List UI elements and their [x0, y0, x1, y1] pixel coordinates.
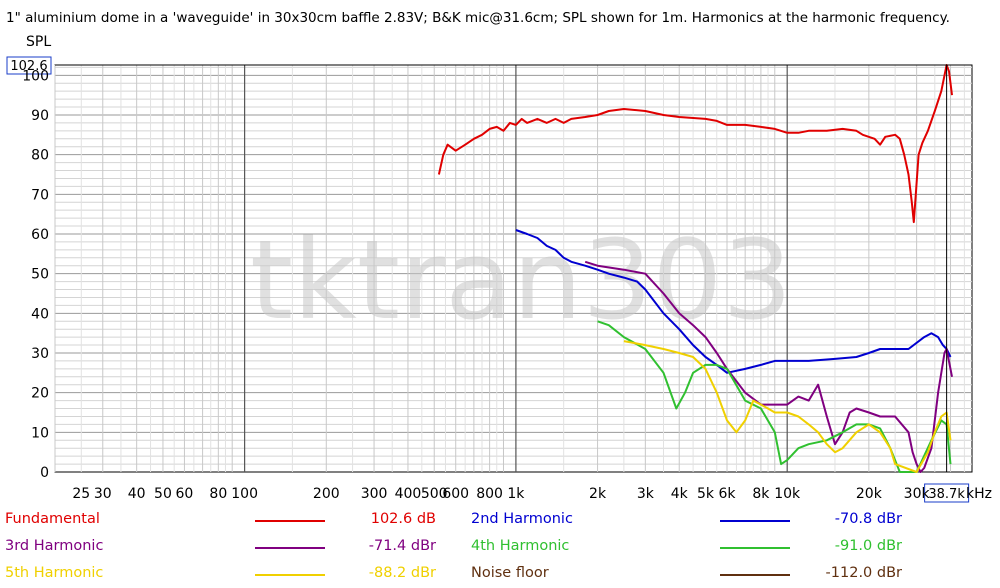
x-tick-label: 30k [904, 486, 931, 502]
y-axis-label: SPL [26, 34, 51, 50]
y-tick-label: 100 [22, 68, 49, 84]
legend-name[interactable]: Fundamental [5, 511, 100, 527]
x-tick-label: 1k [507, 486, 525, 502]
legend: Fundamental 102.6 dB 2nd Harmonic -70.8 dBr… [0, 508, 1000, 588]
y-tick-label: 50 [31, 267, 49, 283]
x-tick-label: 600 [442, 486, 469, 502]
x-tick-label: 100 [231, 486, 258, 502]
y-tick-label: 60 [31, 227, 49, 243]
x-tick-label: 30 [94, 486, 112, 502]
legend-swatch [255, 574, 325, 576]
x-tick-label: 200 [313, 486, 340, 502]
x-tick-label: 5k [697, 486, 715, 502]
legend-value: -71.4 dBr [368, 538, 436, 554]
legend-name[interactable]: 5th Harmonic [5, 565, 104, 581]
legend-value: 102.6 dB [370, 511, 436, 527]
grid [54, 64, 973, 473]
chart-title: 1" aluminium dome in a 'waveguide' in 30… [6, 10, 950, 26]
y-tick-label: 20 [31, 386, 49, 402]
series-line-5th-harmonic [623, 340, 952, 473]
x-tick-label: 400 [395, 486, 422, 502]
x-tick-label: 20k [856, 486, 883, 502]
y-tick-label: 10 [31, 425, 49, 441]
x-tick-label: 500 [421, 486, 448, 502]
chart[interactable]: 1" aluminium dome in a 'waveguide' in 30… [0, 0, 1000, 508]
x-tick-label: 4k [671, 486, 689, 502]
y-tick-label: 80 [31, 148, 49, 164]
x-tick-label: 6k [718, 486, 736, 502]
legend-swatch [720, 574, 790, 576]
legend-name[interactable]: Noise floor [471, 565, 549, 581]
series-layer [437, 64, 953, 473]
legend-swatch [720, 547, 790, 549]
cursor-x-readout: 38.7k [928, 487, 965, 502]
y-tick-label: 40 [31, 306, 49, 322]
x-tick-label: 60 [176, 486, 194, 502]
legend-value: -91.0 dBr [834, 538, 902, 554]
cursor[interactable]: 102.6 38.7k [6, 56, 972, 503]
cursor-y-box [6, 56, 52, 75]
y-tick-label: 30 [31, 346, 49, 362]
x-unit-label: kHz [966, 486, 992, 502]
x-tick-label: 50 [154, 486, 172, 502]
cursor-y-readout: 102.6 [10, 59, 47, 74]
series-line-2nd-harmonic [515, 229, 952, 374]
legend-swatch [720, 520, 790, 522]
y-tick-label: 90 [31, 108, 49, 124]
series-line-fundamental [437, 64, 953, 224]
legend-swatch [255, 547, 325, 549]
legend-name[interactable]: 2nd Harmonic [471, 511, 573, 527]
legend-value: -88.2 dBr [368, 565, 436, 581]
x-tick-label: 300 [361, 486, 388, 502]
legend-name[interactable]: 3rd Harmonic [5, 538, 104, 554]
plot-area [54, 64, 973, 473]
x-tick-label: 2k [589, 486, 607, 502]
x-tick-label: 800 [476, 486, 503, 502]
series-line-4th-harmonic [597, 320, 952, 473]
x-tick-label: 80 [209, 486, 227, 502]
x-tick-label: 25 [72, 486, 90, 502]
y-tick-label: 0 [40, 465, 49, 481]
series-line-3rd-harmonic [584, 260, 953, 473]
x-tick-label: 10k [774, 486, 801, 502]
legend-value: -70.8 dBr [834, 511, 902, 527]
legend-name[interactable]: 4th Harmonic [471, 538, 570, 554]
legend-swatch [255, 520, 325, 522]
x-tick-label: 8k [752, 486, 770, 502]
legend-value: -112.0 dBr [825, 565, 902, 581]
cursor-x-box [924, 483, 970, 503]
x-tick-label: 40 [128, 486, 146, 502]
y-tick-label: 70 [31, 187, 49, 203]
watermark: tktran303 [250, 216, 792, 344]
x-tick-label: 3k [637, 486, 655, 502]
